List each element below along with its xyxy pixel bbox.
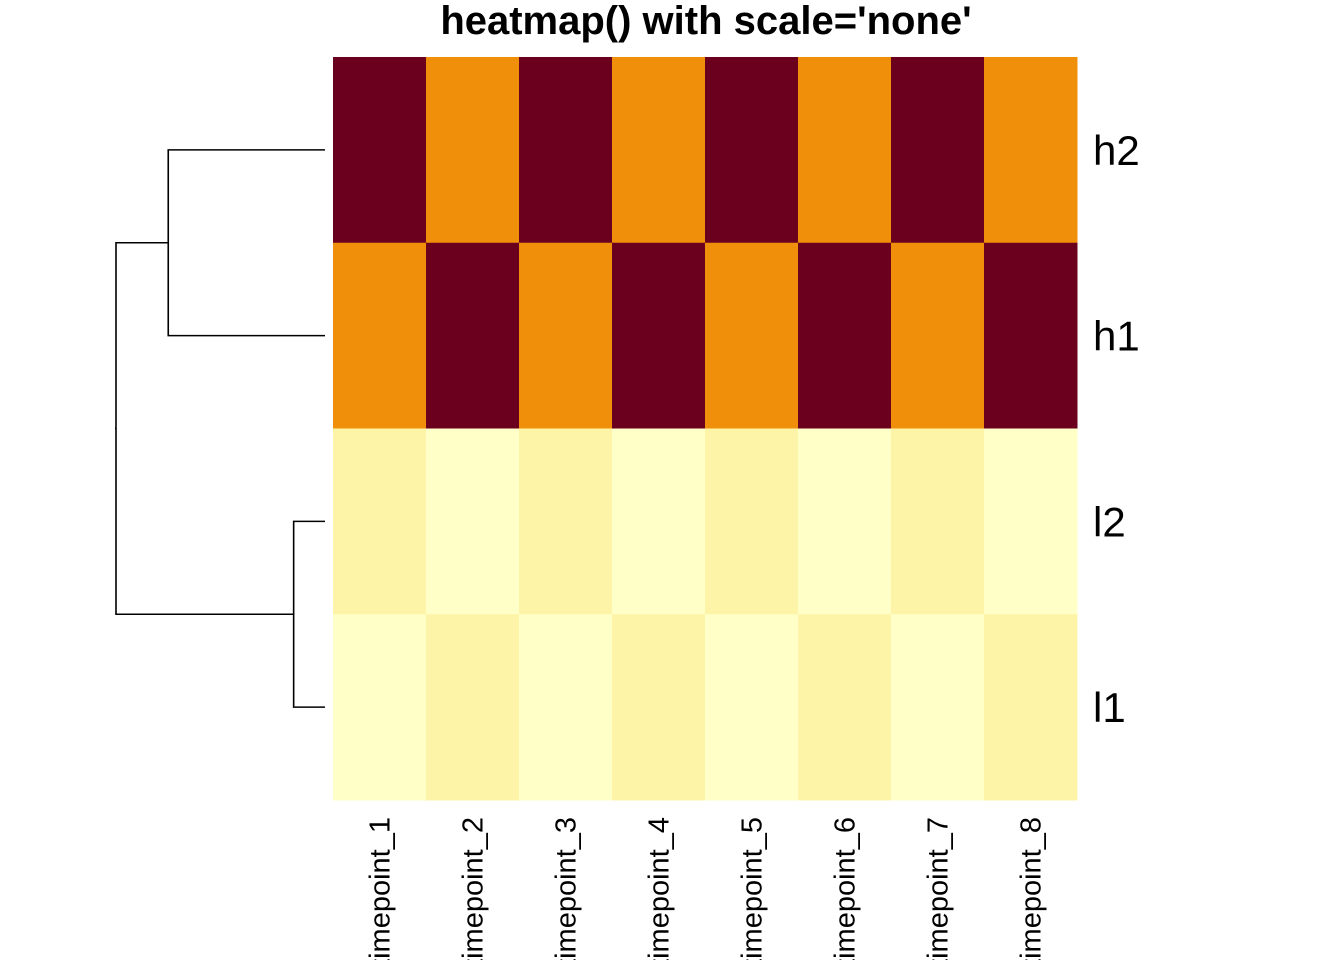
heatmap-cell-l2-timepoint_7 xyxy=(891,428,985,615)
heatmap-cell-l1-timepoint_2 xyxy=(426,614,520,801)
row-label-l1: l1 xyxy=(1093,684,1126,731)
dendrogram-branch-h2-h1 xyxy=(167,149,325,337)
heatmap-cell-l1-timepoint_6 xyxy=(798,614,892,801)
row-label-l2: l2 xyxy=(1093,498,1126,545)
heatmap-cell-l1-timepoint_4 xyxy=(612,614,706,801)
heatmap-cell-l2-timepoint_4 xyxy=(612,428,706,615)
heatmap-cell-h2-timepoint_4 xyxy=(612,57,706,244)
heatmap-cell-l2-timepoint_8 xyxy=(984,428,1078,615)
row-label-h2: h2 xyxy=(1093,127,1140,174)
heatmap-cell-h1-timepoint_3 xyxy=(519,242,613,429)
heatmap-cell-l1-timepoint_7 xyxy=(891,614,985,801)
row-dendrogram xyxy=(115,149,325,708)
heatmap-cell-l1-timepoint_8 xyxy=(984,614,1078,801)
heatmap-cells xyxy=(333,57,1078,801)
column-label-timepoint_5: timepoint_5 xyxy=(737,817,769,960)
heatmap-cell-l2-timepoint_6 xyxy=(798,428,892,615)
chart-title: heatmap() with scale='none' xyxy=(440,0,971,43)
dendrogram-branch-h2-h1-l2-l1 xyxy=(115,241,294,616)
row-label-h1: h1 xyxy=(1093,313,1140,360)
heatmap-cell-h2-timepoint_6 xyxy=(798,57,892,244)
row-labels: h2 h1 l2 l1 xyxy=(1093,127,1140,731)
heatmap-cell-h1-timepoint_5 xyxy=(705,242,799,429)
column-label-timepoint_1: timepoint_1 xyxy=(365,817,397,960)
heatmap-cell-h2-timepoint_2 xyxy=(426,57,520,244)
dendrogram-branch-l2-l1 xyxy=(292,520,325,708)
heatmap-cell-h2-timepoint_3 xyxy=(519,57,613,244)
column-labels: timepoint_1 timepoint_2 timepoint_3 timepoi… xyxy=(365,817,1048,960)
heatmap-cell-h2-timepoint_5 xyxy=(705,57,799,244)
heatmap-cell-h1-timepoint_7 xyxy=(891,242,985,429)
heatmap-cell-l1-timepoint_5 xyxy=(705,614,799,801)
heatmap-cell-h1-timepoint_8 xyxy=(984,242,1078,429)
heatmap-cell-h1-timepoint_2 xyxy=(426,242,520,429)
heatmap-cell-h1-timepoint_6 xyxy=(798,242,892,429)
heatmap-cell-l2-timepoint_1 xyxy=(333,428,427,615)
heatmap-cell-h2-timepoint_7 xyxy=(891,57,985,244)
column-label-timepoint_6: timepoint_6 xyxy=(830,817,862,960)
heatmap-cell-h2-timepoint_8 xyxy=(984,57,1078,244)
column-label-timepoint_8: timepoint_8 xyxy=(1016,817,1048,960)
column-label-timepoint_4: timepoint_4 xyxy=(644,817,676,960)
heatmap-cell-l1-timepoint_1 xyxy=(333,614,427,801)
column-label-timepoint_7: timepoint_7 xyxy=(923,817,955,960)
heatmap-cell-l2-timepoint_2 xyxy=(426,428,520,615)
heatmap-cell-h1-timepoint_1 xyxy=(333,242,427,429)
heatmap-cell-h2-timepoint_1 xyxy=(333,57,427,244)
heatmap-cell-l2-timepoint_5 xyxy=(705,428,799,615)
heatmap-cell-l1-timepoint_3 xyxy=(519,614,613,801)
heatmap-cell-l2-timepoint_3 xyxy=(519,428,613,615)
column-label-timepoint_2: timepoint_2 xyxy=(458,817,490,960)
column-label-timepoint_3: timepoint_3 xyxy=(551,817,583,960)
heatmap-cell-h1-timepoint_4 xyxy=(612,242,706,429)
